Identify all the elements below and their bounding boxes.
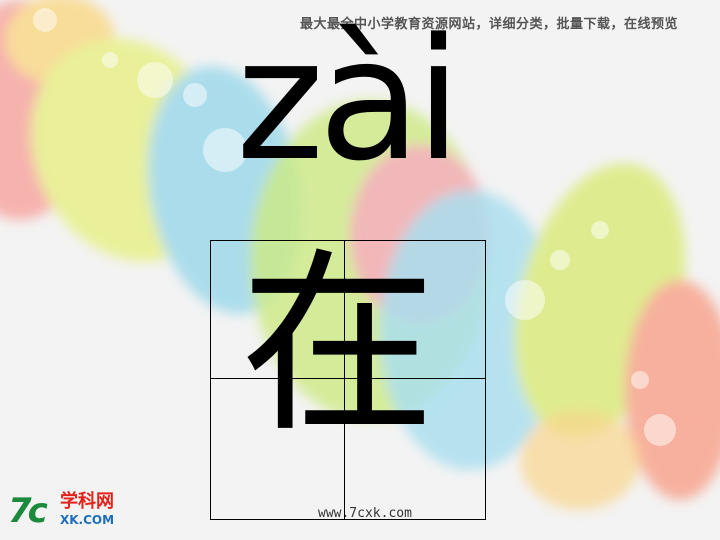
pinyin-text: zài — [236, 2, 462, 198]
logo-domain: XK.COM — [60, 513, 115, 527]
writing-grid — [210, 240, 486, 520]
logo-name: 学科网 — [60, 491, 114, 512]
grid-vertical-line — [344, 240, 345, 520]
site-tagline: 最大最全中小学教育资源网站，详细分类，批量下载，在线预览 — [299, 17, 678, 32]
grid-border — [210, 240, 486, 520]
footer-url: www.7cxk.com — [318, 506, 412, 521]
site-logo[interactable]: 7c 学科网 XK.COM — [8, 491, 138, 531]
grid-horizontal-line — [210, 378, 486, 379]
logo-mark: 7c — [8, 491, 48, 531]
chinese-character: 在 — [240, 232, 437, 460]
